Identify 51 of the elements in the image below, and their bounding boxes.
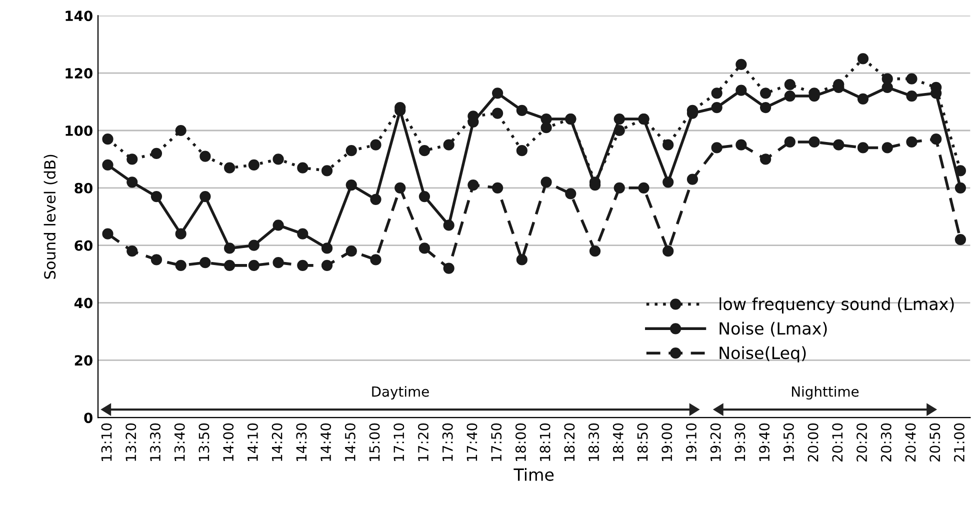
x-tick-label: 18:20 xyxy=(564,423,575,461)
y-tick-label: 120 xyxy=(66,68,92,79)
x-tick-label: 20:40 xyxy=(905,423,916,462)
x-tick-label: 17:30 xyxy=(442,423,453,461)
x-tick-label: 13:40 xyxy=(174,423,185,461)
x-tick-label: 19:20 xyxy=(710,423,721,461)
y-axis-title: Sound level (dB) xyxy=(44,154,58,279)
y-tick-label: 140 xyxy=(66,10,92,22)
x-tick-label: 19:40 xyxy=(759,423,770,461)
x-axis-title: Time xyxy=(514,468,554,481)
x-tick-label: 14:00 xyxy=(223,423,234,461)
x-tick-label: 18:10 xyxy=(540,423,550,461)
y-tick-label: 60 xyxy=(74,240,92,251)
x-tick-label: 18:50 xyxy=(637,423,648,461)
x-tick-label: 20:00 xyxy=(808,423,818,462)
x-tick-label: 17:40 xyxy=(466,423,478,461)
annotation: Daytime xyxy=(372,386,429,400)
x-tick-label: 14:50 xyxy=(344,423,356,461)
x-tick-label: 19:30 xyxy=(734,423,746,461)
x-tick-label: 19:10 xyxy=(686,423,696,461)
x-tick-label: 13:20 xyxy=(126,423,136,461)
x-tick-label: 17:10 xyxy=(394,423,404,461)
y-tick-label: 0 xyxy=(84,412,92,424)
legend-label: Noise(Leq) xyxy=(720,346,806,362)
x-tick-label: 19:50 xyxy=(783,423,794,461)
x-tick-label: 20:30 xyxy=(880,423,892,462)
x-tick-label: 21:00 xyxy=(954,423,964,462)
x-tick-label: 18:30 xyxy=(588,423,600,461)
annotation: Nighttime xyxy=(792,386,859,400)
y-tick-label: 20 xyxy=(74,355,92,366)
x-tick-label: 18:00 xyxy=(515,423,526,461)
legend-label: low frequency sound (Lmax) xyxy=(720,297,954,314)
x-tick-label: 20:50 xyxy=(930,423,940,462)
y-tick-label: 80 xyxy=(74,182,92,194)
y-tick-label: 40 xyxy=(74,298,92,308)
x-tick-label: 17:50 xyxy=(491,423,502,461)
x-tick-label: 20:10 xyxy=(832,423,843,462)
x-tick-label: 13:30 xyxy=(150,423,160,461)
x-tick-label: 17:20 xyxy=(418,423,428,461)
x-tick-label: 20:20 xyxy=(856,423,868,462)
legend-label: Noise (Lmax) xyxy=(720,322,827,337)
x-tick-label: 18:40 xyxy=(612,423,624,461)
x-tick-label: 14:30 xyxy=(296,423,307,461)
x-tick-label: 14:10 xyxy=(247,423,258,461)
x-tick-label: 19:00 xyxy=(662,423,672,461)
x-tick-label: 14:20 xyxy=(272,423,282,461)
x-tick-label: 13:10 xyxy=(101,423,112,461)
y-tick-label: 100 xyxy=(66,125,92,136)
x-tick-label: 14:40 xyxy=(320,423,332,461)
x-tick-label: 15:00 xyxy=(369,423,380,461)
x-tick-label: 13:50 xyxy=(198,423,210,461)
